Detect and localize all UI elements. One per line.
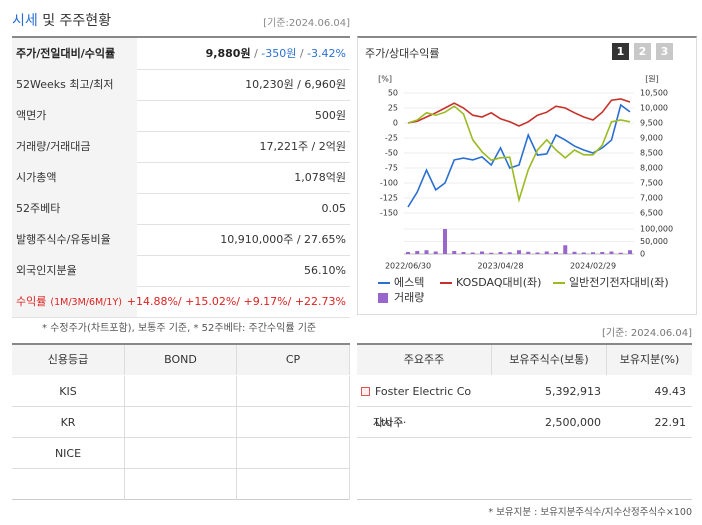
row-label: 거래량/거래대금	[12, 131, 137, 162]
quote-row: 주가/전일대비/수익률 9,880원 / -350원 / -3.42%	[12, 38, 350, 70]
row-label: 수익률 (1M/3M/6M/1Y)	[12, 286, 137, 317]
sublabel: (1M/3M/6M/1Y)	[50, 297, 122, 308]
cell	[237, 469, 350, 500]
quote-row: 시가총액 1,078억원	[12, 162, 350, 194]
cell	[237, 376, 350, 407]
quote-row: 액면가 500원	[12, 100, 350, 132]
value: /	[296, 47, 308, 60]
row-label: 주가/전일대비/수익률	[12, 38, 137, 69]
value: 10,230원 / 6,960원	[245, 78, 346, 91]
title-rest: 및 주주현황	[42, 13, 112, 29]
label: 52주베타	[16, 202, 61, 215]
cell	[125, 469, 237, 500]
row-value: 56.10%	[304, 255, 346, 286]
header-cell: 주요주주	[357, 345, 492, 375]
cell	[12, 469, 125, 500]
note: * 수정주가(차트포함), 보통주 기준, * 52주베타: 주간수익률 기준	[42, 323, 317, 334]
chart-panel	[357, 36, 697, 315]
cell	[237, 438, 350, 469]
header-cell: 보유지분(%)	[607, 345, 692, 375]
row-label: 외국인지분율	[12, 255, 137, 286]
holders-table	[357, 343, 692, 500]
date: [기준:2024.06.04]	[263, 18, 350, 29]
icon-plus	[361, 387, 370, 396]
header-cell: 보유주식수(보통)	[492, 345, 607, 375]
row-value: 0.05	[322, 193, 347, 224]
label: 액면가	[16, 109, 47, 122]
value: +14.88%/ +15.02%/ +9.17%/ +22.73%	[126, 295, 346, 308]
header-cell: BOND	[125, 345, 237, 375]
cell: 2,500,000	[492, 407, 607, 438]
cell: 22.91	[607, 407, 692, 438]
row-value: 500원	[315, 100, 346, 131]
footnote: * 보유지분 : 보유지분주식수/지수산정주식수×100	[488, 507, 692, 518]
header-title: 시세 및 주주현황	[12, 10, 111, 30]
header-cell: CP	[237, 345, 350, 375]
divider	[12, 36, 350, 38]
label: 거래량/거래대금	[16, 140, 91, 153]
tab[interactable]: 2	[634, 43, 651, 60]
title-main: 시세	[12, 13, 38, 29]
cell: 49.43	[607, 376, 692, 407]
credit-table	[12, 343, 350, 500]
label: 52Weeks 최고/최저	[16, 78, 114, 91]
tab[interactable]: 1	[612, 43, 629, 60]
value: 9,880원	[205, 47, 251, 60]
chart-title: 주가/상대수익률	[365, 47, 440, 60]
value: 56.10%	[304, 264, 346, 277]
label: 외국인지분율	[16, 264, 77, 277]
row-label: 52주베타	[12, 193, 137, 224]
value: 1,078억원	[294, 171, 346, 184]
value: 17,221주 / 2억원	[259, 140, 346, 153]
row-label: 시가총액	[12, 162, 137, 193]
row-value: 10,910,000주 / 27.65%	[220, 224, 346, 255]
cell	[237, 407, 350, 438]
quote-row: 발행주식수/유동비율 10,910,000주 / 27.65%	[12, 224, 350, 256]
cell	[125, 407, 237, 438]
value: 0.05	[321, 202, 347, 215]
row-value: 10,230원 / 6,960원	[245, 69, 346, 100]
tab[interactable]: 3	[656, 43, 673, 60]
quote-row: 52주베타 0.05	[12, 193, 350, 225]
label: 수익률	[16, 295, 47, 308]
value: 500원	[314, 109, 346, 122]
value: 10,910,000주 / 27.65%	[220, 233, 346, 246]
cell: KIS	[12, 376, 125, 407]
row-label: 액면가	[12, 100, 137, 131]
value: /	[250, 47, 262, 60]
value: -350원	[261, 47, 297, 60]
row-value: 9,880원 / -350원 / -3.42%	[206, 38, 346, 69]
quote-row: 52Weeks 최고/최저 10,230원 / 6,960원	[12, 69, 350, 101]
quote-row: 외국인지분율 56.10%	[12, 255, 350, 287]
quote-row: 거래량/거래대금 17,221주 / 2억원	[12, 131, 350, 163]
label: 주가/전일대비/수익률	[16, 47, 116, 60]
cell: Foster Electric Co Ltd ···	[357, 376, 492, 429]
value: -3.42%	[307, 47, 346, 60]
row-value: 1,078억원	[294, 162, 346, 193]
cell: NICE	[12, 438, 125, 469]
label: 발행주식수/유동비율	[16, 233, 111, 246]
row-value: 17,221주 / 2억원	[259, 131, 346, 162]
row-label: 발행주식수/유동비율	[12, 224, 137, 255]
cell: 자사주	[357, 407, 492, 438]
cell: 5,392,913	[492, 376, 607, 407]
date2: [기준: 2024.06.04]	[601, 328, 692, 339]
label: 시가총액	[16, 171, 57, 184]
cell: KR	[12, 407, 125, 438]
cell	[125, 376, 237, 407]
row-value: +14.88%/ +15.02%/ +9.17%/ +22.73%	[127, 286, 346, 317]
cell	[125, 438, 237, 469]
header-cell: 신용등급	[12, 345, 125, 375]
quote-row: 수익률 (1M/3M/6M/1Y) +14.88%/ +15.02%/ +9.17%…	[12, 286, 350, 318]
row-label: 52Weeks 최고/최저	[12, 69, 137, 100]
